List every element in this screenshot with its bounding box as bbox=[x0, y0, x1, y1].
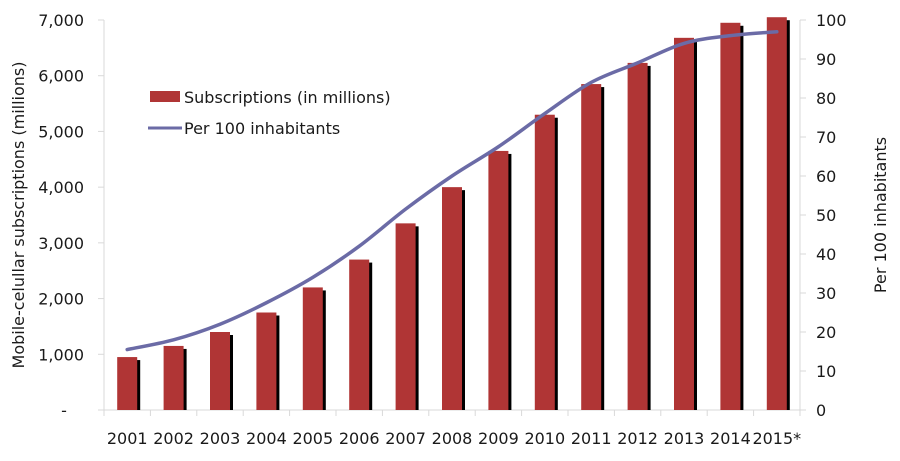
x-tick-label: 2015* bbox=[752, 429, 801, 448]
y-tick-label: 2,000 bbox=[38, 290, 84, 309]
y-tick-label: 1,000 bbox=[38, 345, 84, 364]
y2-tick-label: 100 bbox=[816, 11, 847, 30]
bar bbox=[720, 22, 741, 411]
x-axis-ticks: 2001 2002 2003 2004 2005 2006 2007 2008 2009 2010… bbox=[107, 429, 801, 448]
y-tick-label: 5,000 bbox=[38, 122, 84, 141]
bar bbox=[534, 114, 555, 410]
line-series bbox=[125, 29, 779, 352]
x-tick-label: 2002 bbox=[153, 429, 194, 448]
legend-swatch-subscriptions bbox=[150, 91, 180, 102]
left-axis-title: Mobile-celullar subscriptions (millions) bbox=[9, 62, 28, 369]
left-axis-ticks: - 1,000 2,000 3,000 4,000 5,000 6,000 7,000 bbox=[38, 11, 104, 420]
bar bbox=[674, 37, 694, 410]
y2-tick-label: 20 bbox=[816, 323, 836, 342]
legend-label-subscriptions: Subscriptions (in millions) bbox=[184, 88, 391, 107]
x-tick-label: 2009 bbox=[478, 429, 519, 448]
x-tick-label: 2006 bbox=[339, 429, 380, 448]
x-tick-label: 2012 bbox=[617, 429, 658, 448]
bar bbox=[163, 345, 184, 410]
bar bbox=[442, 187, 462, 410]
bar bbox=[766, 17, 787, 410]
y2-tick-label: 70 bbox=[816, 128, 836, 147]
y2-tick-label: 40 bbox=[816, 245, 836, 264]
x-tick-label: 2013 bbox=[664, 429, 705, 448]
y2-tick-label: 30 bbox=[816, 284, 836, 303]
x-tick-label: 2005 bbox=[292, 429, 333, 448]
y2-tick-label: 10 bbox=[816, 362, 836, 381]
legend: Subscriptions (in millions) Per 100 inha… bbox=[148, 88, 391, 138]
x-tick-label: 2004 bbox=[246, 429, 287, 448]
x-tick-label: 2008 bbox=[432, 429, 473, 448]
right-axis-ticks: 0 10 20 30 40 50 60 70 80 90 100 bbox=[800, 11, 847, 420]
bars bbox=[117, 17, 790, 411]
x-tick-label: 2011 bbox=[571, 429, 612, 448]
x-tick-label: 2014 bbox=[710, 429, 751, 448]
bar bbox=[395, 223, 416, 410]
bar bbox=[581, 84, 602, 411]
bar bbox=[117, 357, 138, 410]
bar bbox=[302, 287, 323, 410]
x-tick-label: 2003 bbox=[200, 429, 241, 448]
y-tick-label: 3,000 bbox=[38, 234, 84, 253]
bar bbox=[627, 62, 648, 411]
y-tick-label: - bbox=[61, 401, 67, 420]
y-tick-label: 4,000 bbox=[38, 178, 84, 197]
y2-tick-label: 80 bbox=[816, 89, 836, 108]
x-tick-label: 2001 bbox=[107, 429, 148, 448]
x-tick-label: 2007 bbox=[385, 429, 426, 448]
y-tick-label: 7,000 bbox=[38, 11, 84, 30]
bar bbox=[256, 312, 277, 410]
bar bbox=[488, 150, 509, 410]
bar bbox=[349, 259, 370, 410]
x-tick-label: 2010 bbox=[524, 429, 565, 448]
bar bbox=[210, 332, 230, 410]
right-axis-title: Per 100 inhabitants bbox=[871, 137, 890, 293]
y2-tick-label: 50 bbox=[816, 206, 836, 225]
y2-tick-label: 90 bbox=[816, 50, 836, 69]
y2-tick-label: 0 bbox=[816, 401, 826, 420]
y-tick-label: 6,000 bbox=[38, 67, 84, 86]
legend-label-per100: Per 100 inhabitants bbox=[184, 119, 340, 138]
y2-tick-label: 60 bbox=[816, 167, 836, 186]
